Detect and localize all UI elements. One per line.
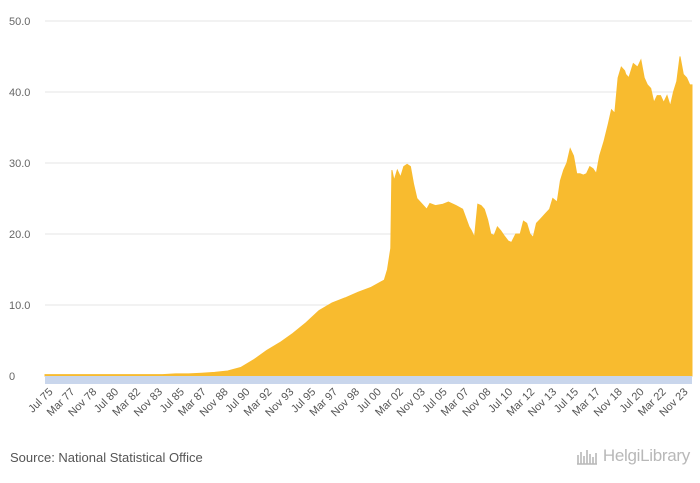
source-note: Source: National Statistical Office: [10, 450, 203, 465]
y-tick-label: 40.0: [9, 87, 30, 99]
axis-band: [45, 376, 692, 384]
y-axis-ticks: 0 10.0 20.0 30.0 40.0 50.0: [9, 16, 30, 383]
brand-logo: HelgiLibrary: [575, 446, 690, 466]
y-tick-label: 20.0: [9, 229, 30, 241]
brand-name: HelgiLibrary: [602, 446, 690, 465]
footer: Source: National Statistical Office Helg…: [0, 446, 700, 474]
y-tick-label: 50.0: [9, 16, 30, 28]
y-tick-label: 30.0: [9, 158, 30, 170]
y-tick-label: 0: [9, 371, 15, 383]
x-axis-band: [45, 376, 692, 384]
y-tick-label: 10.0: [9, 300, 30, 312]
area-series: [44, 56, 693, 377]
area-fill: [44, 56, 693, 377]
library-logo-icon: [576, 450, 597, 465]
